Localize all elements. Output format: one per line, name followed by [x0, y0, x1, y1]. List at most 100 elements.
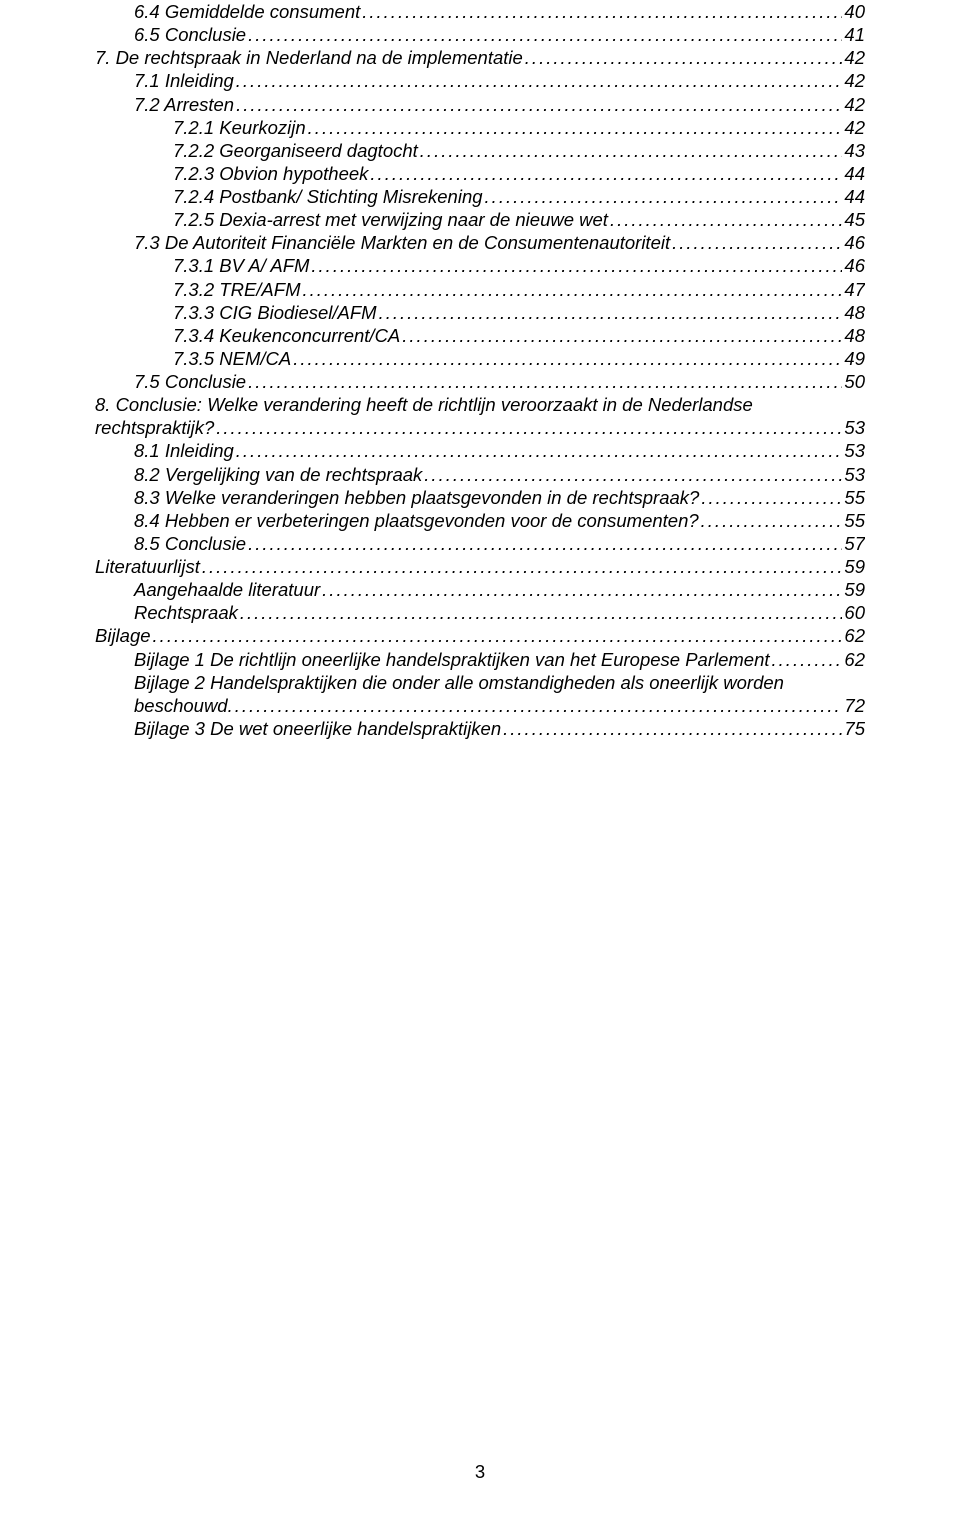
toc-leader — [772, 648, 843, 671]
toc-entry-label: rechtspraktijk? — [95, 416, 216, 439]
toc-entry-page: 42 — [842, 116, 865, 139]
toc-entry-label: Bijlage 1 De richtlijn oneerlijke handel… — [134, 648, 772, 671]
toc-entry-page: 53 — [842, 463, 865, 486]
toc-entry-label: Aangehaalde literatuur — [134, 578, 322, 601]
toc-entry-label: 7.5 Conclusie — [134, 370, 248, 393]
toc-entry-label: 8.3 Welke veranderingen hebben plaatsgev… — [134, 486, 701, 509]
toc-entry: 7. De rechtspraak in Nederland na de imp… — [95, 46, 865, 69]
toc-entry: 7.2 Arresten42 — [95, 93, 865, 116]
toc-entry: 8.4 Hebben er verbeteringen plaatsgevond… — [95, 509, 865, 532]
toc-entry-label: beschouwd. — [134, 694, 235, 717]
page-number: 3 — [95, 1460, 865, 1483]
toc-leader — [311, 254, 842, 277]
toc-leader — [248, 370, 842, 393]
toc-entry-page: 48 — [842, 301, 865, 324]
toc-entry-label: 8.2 Vergelijking van de rechtspraak — [134, 463, 424, 486]
toc-leader — [420, 139, 843, 162]
toc-entry-page: 43 — [842, 139, 865, 162]
toc-entry-label: Bijlage 3 De wet oneerlijke handelsprakt… — [134, 717, 503, 740]
toc-entry-page: 46 — [842, 254, 865, 277]
toc-entry-page: 44 — [842, 185, 865, 208]
toc-leader — [235, 694, 843, 717]
toc-entry: Aangehaalde literatuur 59 — [95, 578, 865, 601]
toc-leader — [672, 231, 842, 254]
toc-entry-page: 57 — [842, 532, 865, 555]
toc-entry: 7.3.2 TRE/AFM 47 — [95, 278, 865, 301]
toc-leader — [379, 301, 843, 324]
toc-leader — [248, 532, 842, 555]
toc-entry: 7.2.3 Obvion hypotheek 44 — [95, 162, 865, 185]
toc-entry-label: 7.3.3 CIG Biodiesel/AFM — [173, 301, 379, 324]
toc-entry-page: 45 — [842, 208, 865, 231]
toc-entry-label: 8.1 Inleiding — [134, 439, 236, 462]
toc-leader — [525, 46, 843, 69]
toc-entry-page: 62 — [842, 648, 865, 671]
toc-leader — [240, 601, 843, 624]
toc-entry: 7.2.1 Keurkozijn42 — [95, 116, 865, 139]
toc-list: 6.4 Gemiddelde consument406.5 Conclusie4… — [95, 0, 865, 740]
toc-leader — [322, 578, 842, 601]
toc-entry-page: 55 — [842, 509, 865, 532]
toc-entry-label: 8.5 Conclusie — [134, 532, 248, 555]
toc-entry-page: 42 — [842, 93, 865, 116]
toc-entry: Literatuurlijst59 — [95, 555, 865, 578]
toc-leader — [293, 347, 842, 370]
toc-entry-continuation: rechtspraktijk? 53 — [95, 416, 865, 439]
toc-leader — [236, 439, 843, 462]
toc-entry: 7.3.4 Keukenconcurrent/CA 48 — [95, 324, 865, 347]
toc-entry-page: 48 — [842, 324, 865, 347]
toc-entry-label: 7.2.4 Postbank/ Stichting Misrekening — [173, 185, 485, 208]
toc-entry-label: 7.2.2 Georganiseerd dagtocht — [173, 139, 420, 162]
toc-leader — [362, 0, 842, 23]
toc-leader — [248, 23, 842, 46]
toc-entry: Bijlage 62 — [95, 624, 865, 647]
toc-entry: Bijlage 2 Handelspraktijken die onder al… — [95, 671, 865, 717]
toc-entry-page: 53 — [842, 416, 865, 439]
toc-entry-label: Bijlage — [95, 624, 153, 647]
toc-entry: 7.1 Inleiding42 — [95, 69, 865, 92]
toc-entry-label: 7.2.3 Obvion hypotheek — [173, 162, 370, 185]
toc-entry: 7.2.5 Dexia-arrest met verwijzing naar d… — [95, 208, 865, 231]
toc-entry-label: 7.3.1 BV A/ AFM — [173, 254, 311, 277]
toc-entry: 8. Conclusie: Welke verandering heeft de… — [95, 393, 865, 439]
toc-entry: Bijlage 1 De richtlijn oneerlijke handel… — [95, 648, 865, 671]
toc-entry-label: 7.2.5 Dexia-arrest met verwijzing naar d… — [173, 208, 610, 231]
toc-leader — [701, 486, 842, 509]
toc-entry-label: 7.3 De Autoriteit Financiële Markten en … — [134, 231, 672, 254]
toc-entry: 8.2 Vergelijking van de rechtspraak 53 — [95, 463, 865, 486]
toc-entry-page: 47 — [842, 278, 865, 301]
toc-entry-page: 42 — [842, 46, 865, 69]
toc-leader — [216, 416, 842, 439]
toc-entry: 7.3.1 BV A/ AFM 46 — [95, 254, 865, 277]
toc-entry-page: 46 — [842, 231, 865, 254]
toc-entry: 6.4 Gemiddelde consument 40 — [95, 0, 865, 23]
toc-entry-label: 6.4 Gemiddelde consument — [134, 0, 362, 23]
toc-entry-page: 55 — [842, 486, 865, 509]
toc-entry: Bijlage 3 De wet oneerlijke handelsprakt… — [95, 717, 865, 740]
toc-entry-label: 7.1 Inleiding — [134, 69, 236, 92]
toc-leader — [610, 208, 842, 231]
toc-entry-page: 40 — [842, 0, 865, 23]
toc-entry: 8.5 Conclusie 57 — [95, 532, 865, 555]
toc-entry-page: 75 — [842, 717, 865, 740]
toc-entry-page: 50 — [842, 370, 865, 393]
toc-entry-page: 59 — [842, 578, 865, 601]
toc-leader — [308, 116, 843, 139]
toc-leader — [236, 93, 842, 116]
toc-entry-page: 62 — [842, 624, 865, 647]
toc-entry-page: 44 — [842, 162, 865, 185]
toc-entry: 6.5 Conclusie41 — [95, 23, 865, 46]
toc-entry-label: 6.5 Conclusie — [134, 23, 248, 46]
toc-entry-label: Rechtspraak — [134, 601, 240, 624]
toc-entry: 7.5 Conclusie 50 — [95, 370, 865, 393]
toc-leader — [485, 185, 843, 208]
toc-leader — [202, 555, 843, 578]
toc-entry-label: 7.3.4 Keukenconcurrent/CA — [173, 324, 402, 347]
toc-leader — [701, 509, 843, 532]
toc-leader — [153, 624, 843, 647]
toc-entry-page: 72 — [842, 694, 865, 717]
toc-entry-label: 7.3.2 TRE/AFM — [173, 278, 302, 301]
toc-entry-label: 8.4 Hebben er verbeteringen plaatsgevond… — [134, 509, 701, 532]
toc-leader — [236, 69, 843, 92]
toc-leader — [370, 162, 842, 185]
